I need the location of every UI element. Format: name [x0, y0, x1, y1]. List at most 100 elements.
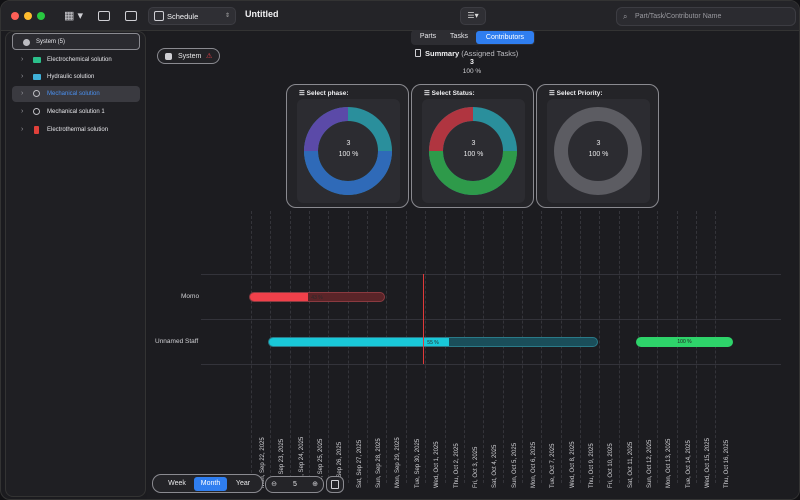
- date-gridline: [579, 211, 581, 483]
- priority-count: 3: [596, 140, 601, 147]
- date-gridline: [425, 211, 427, 483]
- date-tick-label: Sun, Sep 28, 2025: [376, 438, 383, 488]
- list-filter-icon: ☰▾: [467, 11, 479, 20]
- fit-width-icon: [331, 480, 339, 489]
- sidebar-item-electrothermal[interactable]: › Electrothermal solution: [12, 122, 140, 138]
- tab-contributors[interactable]: Contributors: [476, 31, 534, 44]
- fit-view-button[interactable]: [326, 476, 344, 493]
- date-tick-label: Mon, Oct 13, 2025: [666, 438, 673, 488]
- sidebar-item-hydraulic[interactable]: › Hydraulic solution: [12, 69, 140, 85]
- task-bar-unnamed-1[interactable]: 55 %: [268, 337, 598, 347]
- date-gridline: [309, 211, 311, 483]
- date-gridline: [696, 211, 698, 483]
- sidebar-item-label: System (5): [36, 39, 66, 45]
- phase-segment-2: [304, 150, 392, 195]
- status-segment-2: [429, 150, 517, 195]
- search-input[interactable]: Part/Task/Contributor Name: [635, 13, 722, 20]
- year-button[interactable]: Year: [235, 480, 251, 487]
- date-tick-label: Sun, Oct 5, 2025: [511, 442, 518, 488]
- mode-select[interactable]: Schedule ⇕: [148, 7, 236, 25]
- status-donut-chart: [429, 107, 517, 195]
- calendar-icon: [154, 11, 164, 21]
- date-gridline: [444, 211, 446, 483]
- date-gridline: [386, 211, 388, 483]
- date-tick-label: Fri, Oct 3, 2025: [472, 446, 479, 488]
- date-gridline: [676, 211, 678, 483]
- sidebar-item-mechanical[interactable]: › Mechanical solution: [12, 86, 140, 102]
- zoom-increment-icon[interactable]: ⊕: [312, 481, 318, 488]
- phase-count: 3: [346, 140, 351, 147]
- date-gridline: [483, 211, 485, 483]
- task-bar-unnamed-2[interactable]: 100 %: [636, 337, 733, 347]
- electrochemical-icon: [33, 57, 41, 63]
- sidebar-item-system[interactable]: System (5): [12, 33, 140, 50]
- task-bar-percent: 43 %: [311, 295, 323, 301]
- task-bar-momo[interactable]: 43 %: [249, 292, 385, 302]
- zoom-stepper: ⊖ 5 ⊕: [265, 476, 324, 493]
- system-chip[interactable]: System ⚠: [157, 48, 220, 64]
- close-window-button[interactable]: [11, 12, 19, 20]
- chevron-right-icon[interactable]: ›: [21, 73, 24, 80]
- priority-percent: 100 %: [588, 151, 609, 158]
- chevron-right-icon[interactable]: ›: [21, 90, 24, 97]
- date-gridline: [618, 211, 620, 483]
- chevron-right-icon[interactable]: ›: [21, 126, 24, 133]
- sidebar-item-mechanical-1[interactable]: › Mechanical solution 1: [12, 104, 140, 120]
- task-bar-progress: [269, 338, 450, 346]
- date-tick-label: Wed, Oct 1, 2025: [434, 441, 441, 488]
- date-tick-label: Sat, Oct 4, 2025: [492, 444, 499, 488]
- status-card-header[interactable]: ☰ Select Status:: [424, 90, 475, 97]
- date-tick-label: Tue, Oct 7, 2025: [550, 443, 557, 488]
- task-bar-progress: [250, 293, 308, 301]
- sidebar-item-electrochemical[interactable]: › Electrochemical solution: [12, 52, 140, 68]
- sidebar-toggle-icon[interactable]: [125, 11, 137, 21]
- sidebar-item-label: Mechanical solution: [47, 91, 100, 97]
- inspector-toggle-icon[interactable]: [98, 11, 110, 21]
- summary-count: 3: [470, 59, 474, 66]
- date-gridline: [328, 211, 330, 483]
- priority-segment-1: [554, 107, 642, 195]
- search-icon: ⌕: [623, 12, 628, 21]
- summary-header: Summary (Assigned Tasks): [415, 49, 518, 58]
- clipboard-icon: [415, 49, 421, 57]
- task-bar-percent: 100 %: [677, 339, 692, 345]
- chevron-right-icon[interactable]: ›: [21, 108, 24, 115]
- date-gridline: [715, 211, 717, 483]
- row-label-momo: Momo: [181, 293, 200, 300]
- gear-icon: [33, 108, 40, 115]
- minimize-window-button[interactable]: [24, 12, 32, 20]
- sidebar-item-label: Hydraulic solution: [47, 74, 95, 80]
- priority-card: ☰ Select Priority: 3 100 %: [536, 84, 659, 208]
- date-tick-label: Tue, Sep 30, 2025: [414, 438, 421, 488]
- search-field[interactable]: ⌕ Part/Task/Contributor Name: [616, 7, 796, 26]
- priority-donut-panel: 3 100 %: [547, 99, 650, 203]
- date-gridline: [599, 211, 601, 483]
- zoom-value[interactable]: 5: [293, 481, 297, 488]
- phase-card-header[interactable]: ☰ Select phase:: [299, 90, 349, 97]
- date-gridline: [347, 211, 349, 483]
- tab-parts[interactable]: Parts: [419, 33, 437, 40]
- date-tick-label: Sun, Oct 12, 2025: [647, 439, 653, 488]
- system-icon: [23, 39, 30, 46]
- chevron-right-icon[interactable]: ›: [21, 56, 24, 63]
- row-divider: [201, 319, 781, 320]
- status-card: ☰ Select Status: 3 100 %: [411, 84, 534, 208]
- week-button[interactable]: Week: [168, 480, 186, 487]
- status-card-title: Select Status:: [431, 90, 475, 97]
- cube-icon: [165, 53, 172, 60]
- task-bar-percent: 55 %: [427, 340, 439, 346]
- date-gridline: [251, 211, 252, 483]
- tab-tasks[interactable]: Tasks: [450, 33, 468, 40]
- priority-card-header[interactable]: ☰ Select Priority:: [549, 90, 603, 97]
- date-tick-label: Sat, Oct 11, 2025: [627, 441, 634, 488]
- date-tick-label: Thu, Oct 16, 2025: [724, 439, 731, 488]
- layout-menu-icon[interactable]: ▦ ▾: [64, 10, 83, 22]
- date-gridline: [541, 211, 543, 483]
- zoom-decrement-icon[interactable]: ⊖: [271, 481, 277, 488]
- hydraulic-icon: [33, 74, 41, 80]
- sidebar: System (5) › Electrochemical solution › …: [5, 31, 146, 497]
- date-gridline: [367, 211, 369, 483]
- filter-menu-button[interactable]: ☰▾: [460, 7, 486, 25]
- zoom-window-button[interactable]: [37, 12, 45, 20]
- month-button[interactable]: Month: [194, 477, 227, 491]
